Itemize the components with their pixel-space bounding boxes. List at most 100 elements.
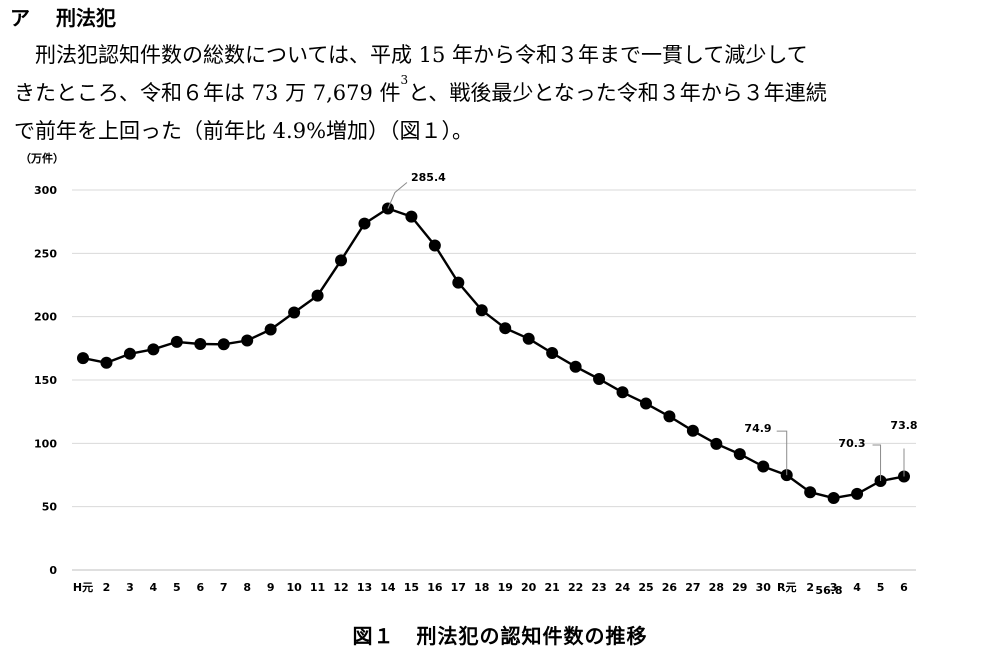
data-point — [170, 335, 183, 348]
x-tick-label: 21 — [544, 581, 559, 594]
x-tick-label: 25 — [638, 581, 653, 594]
x-tick-label: 14 — [380, 581, 396, 594]
data-point — [851, 487, 864, 500]
section-title: 刑法犯 — [56, 6, 116, 30]
data-point — [264, 323, 277, 336]
section-marker: ア — [10, 6, 30, 30]
x-tick-label: 8 — [243, 581, 251, 594]
figure-title: 刑法犯の認知件数の推移 — [416, 624, 648, 648]
y-axis-unit-label: （万件） — [20, 151, 64, 165]
x-tick-label: 5 — [877, 581, 885, 594]
data-point — [686, 424, 699, 437]
x-tick-label: 10 — [286, 581, 302, 594]
annotation-leader — [872, 444, 882, 481]
series-line-layer — [82, 207, 905, 500]
data-point — [827, 492, 840, 505]
figure-caption: 図１ 刑法犯の認知件数の推移 — [0, 620, 1000, 649]
data-point — [428, 239, 441, 252]
data-label: 73.8 — [890, 419, 917, 432]
data-point — [616, 386, 629, 399]
x-tick-label: 27 — [685, 581, 700, 594]
paragraph-line-2-after: と、戦後最少となった令和３年から３年連続 — [408, 81, 827, 105]
x-tick-label: 22 — [568, 581, 583, 594]
x-tick-label: 19 — [498, 581, 513, 594]
data-point — [475, 304, 488, 317]
footnote-marker: 3 — [400, 73, 409, 87]
x-tick-label: 28 — [709, 581, 724, 594]
y-tick-label: 0 — [49, 564, 57, 577]
annotation-leader — [387, 182, 408, 209]
gridlines — [72, 189, 916, 571]
data-point — [123, 347, 136, 360]
paragraph-line-3: で前年を上回った（前年比 4.9%増加）（図１）。 — [14, 119, 474, 143]
data-point — [733, 448, 746, 461]
series-line — [82, 207, 905, 500]
data-points — [77, 202, 910, 505]
x-tick-label: 11 — [310, 581, 325, 594]
x-tick-label: 4 — [853, 581, 861, 594]
data-label: 70.3 — [838, 437, 865, 450]
data-label: 285.4 — [411, 171, 446, 184]
x-tick-label: 3 — [830, 581, 838, 594]
x-tick-label: 24 — [615, 581, 631, 594]
data-point — [639, 397, 652, 410]
y-tick-label: 100 — [34, 437, 57, 450]
data-point — [217, 338, 230, 351]
data-point — [452, 276, 465, 289]
paragraph-line-2: きたところ、令和６年は 73 万 7,679 件3と、戦後最少となった令和３年か… — [14, 74, 974, 112]
data-point — [593, 372, 606, 385]
data-point — [499, 322, 512, 335]
data-point — [546, 347, 559, 360]
x-tick-label: 9 — [267, 581, 275, 594]
y-tick-label: 200 — [34, 311, 57, 324]
x-tick-label: 29 — [732, 581, 747, 594]
x-tick-label: H元 — [73, 581, 93, 594]
x-tick-label: 16 — [427, 581, 443, 594]
data-point — [663, 410, 676, 423]
x-tick-label: 20 — [521, 581, 537, 594]
data-point — [405, 210, 418, 223]
y-axis-ticks: 0 50 100 150 200 250 300 — [34, 184, 57, 577]
paragraph-line-2-before: きたところ、令和６年は 73 万 7,679 件 — [14, 81, 401, 105]
data-label: 74.9 — [744, 422, 771, 435]
data-point — [358, 217, 371, 230]
data-point — [311, 289, 324, 302]
y-tick-label: 50 — [42, 501, 58, 514]
data-point — [335, 254, 348, 267]
data-point — [288, 306, 301, 319]
x-tick-label: 4 — [150, 581, 158, 594]
x-tick-label: 12 — [333, 581, 348, 594]
section-heading: ア 刑法犯 — [10, 2, 116, 31]
x-axis-ticks: H元 2 3 4 5 6 7 8 9 10 11 12 13 14 15 16 17 18 19 20 21 22 23 24… — [73, 581, 908, 594]
data-point — [241, 334, 254, 347]
x-tick-label: 15 — [404, 581, 419, 594]
data-point — [757, 460, 770, 473]
x-tick-label: 26 — [662, 581, 678, 594]
data-point — [100, 356, 113, 369]
data-point — [77, 352, 89, 365]
data-label: 56.8 — [815, 584, 842, 597]
x-tick-label: 17 — [451, 581, 466, 594]
x-tick-label: 2 — [103, 581, 111, 594]
data-point — [194, 338, 207, 351]
x-tick-label: 5 — [173, 581, 181, 594]
data-point — [569, 360, 582, 373]
paragraph-line-1: 刑法犯認知件数の総数については、平成 15 年から令和３年まで一貫して減少して — [35, 43, 808, 67]
data-point — [147, 343, 160, 356]
x-tick-label: 23 — [591, 581, 606, 594]
x-tick-label: 13 — [357, 581, 372, 594]
y-tick-label: 300 — [34, 184, 57, 197]
y-tick-label: 150 — [34, 374, 57, 387]
annotation-leader — [776, 430, 788, 476]
annotations: 285.4 74.9 56.8 70.3 73.8 — [387, 171, 918, 597]
data-point — [522, 332, 535, 345]
x-tick-label: 18 — [474, 581, 489, 594]
x-tick-label: 7 — [220, 581, 228, 594]
x-tick-label: R元 — [777, 581, 796, 594]
x-tick-label: 2 — [806, 581, 814, 594]
body-paragraph: 刑法犯認知件数の総数については、平成 15 年から令和３年まで一貫して減少して … — [14, 36, 974, 150]
x-tick-label: 30 — [756, 581, 772, 594]
x-tick-label: 3 — [126, 581, 134, 594]
